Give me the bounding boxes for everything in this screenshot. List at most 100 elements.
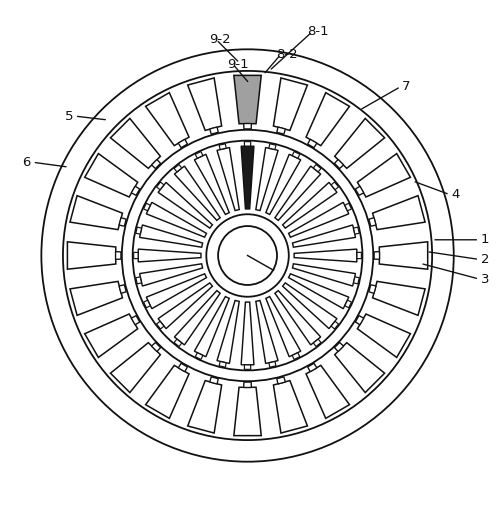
Polygon shape — [84, 314, 138, 357]
Polygon shape — [241, 302, 254, 365]
Polygon shape — [292, 152, 300, 158]
Polygon shape — [292, 353, 300, 359]
Polygon shape — [380, 242, 428, 269]
Text: 4: 4 — [452, 188, 460, 201]
Polygon shape — [194, 296, 229, 357]
Polygon shape — [294, 249, 357, 262]
Polygon shape — [174, 291, 220, 345]
Polygon shape — [269, 144, 276, 150]
Polygon shape — [219, 144, 226, 150]
Polygon shape — [256, 300, 278, 363]
Polygon shape — [345, 203, 352, 211]
Polygon shape — [275, 291, 320, 345]
Polygon shape — [308, 363, 317, 371]
Text: 8-1: 8-1 — [308, 25, 329, 38]
Polygon shape — [306, 92, 350, 146]
Polygon shape — [277, 127, 285, 134]
Polygon shape — [275, 166, 320, 220]
Polygon shape — [274, 78, 308, 130]
Polygon shape — [354, 277, 360, 284]
Polygon shape — [156, 321, 164, 329]
Polygon shape — [288, 274, 349, 309]
Polygon shape — [158, 182, 212, 228]
Polygon shape — [217, 148, 239, 211]
Polygon shape — [110, 119, 160, 168]
Polygon shape — [356, 186, 364, 195]
Polygon shape — [277, 377, 285, 384]
Text: 1: 1 — [481, 234, 490, 246]
Polygon shape — [70, 196, 122, 229]
Polygon shape — [70, 282, 122, 315]
Polygon shape — [234, 387, 261, 436]
Polygon shape — [146, 92, 189, 146]
Polygon shape — [219, 361, 226, 367]
Polygon shape — [138, 249, 201, 262]
Polygon shape — [234, 75, 261, 124]
Polygon shape — [146, 365, 189, 419]
Polygon shape — [188, 381, 222, 433]
Polygon shape — [132, 186, 140, 195]
Polygon shape — [119, 218, 126, 226]
Polygon shape — [308, 140, 317, 148]
Polygon shape — [156, 182, 164, 190]
Polygon shape — [146, 274, 206, 309]
Polygon shape — [292, 225, 356, 247]
Polygon shape — [110, 343, 160, 392]
Polygon shape — [314, 165, 321, 172]
Polygon shape — [372, 196, 425, 229]
Polygon shape — [331, 182, 338, 190]
Polygon shape — [116, 252, 121, 259]
Polygon shape — [369, 285, 376, 293]
Polygon shape — [282, 283, 337, 329]
Polygon shape — [140, 225, 202, 247]
Polygon shape — [217, 300, 239, 363]
Polygon shape — [331, 321, 338, 329]
Polygon shape — [136, 277, 141, 284]
Polygon shape — [357, 252, 362, 259]
Text: 5: 5 — [64, 109, 73, 123]
Polygon shape — [178, 363, 188, 371]
Polygon shape — [210, 127, 218, 134]
Polygon shape — [188, 78, 222, 130]
Polygon shape — [282, 182, 337, 228]
Polygon shape — [244, 124, 252, 129]
Polygon shape — [152, 342, 160, 352]
Polygon shape — [146, 202, 206, 237]
Polygon shape — [314, 339, 321, 346]
Polygon shape — [306, 365, 350, 419]
Polygon shape — [241, 146, 254, 209]
Text: 8-2: 8-2 — [276, 48, 297, 61]
Text: 7: 7 — [402, 80, 411, 93]
Polygon shape — [194, 154, 229, 215]
Text: 9-2: 9-2 — [209, 33, 231, 46]
Polygon shape — [358, 154, 410, 197]
Polygon shape — [84, 154, 138, 197]
Polygon shape — [244, 382, 252, 387]
Polygon shape — [174, 339, 182, 346]
Polygon shape — [174, 165, 182, 172]
Text: 6: 6 — [22, 156, 31, 169]
Polygon shape — [266, 296, 300, 357]
Polygon shape — [119, 285, 126, 293]
Polygon shape — [134, 252, 138, 259]
Polygon shape — [140, 264, 202, 286]
Polygon shape — [244, 365, 250, 369]
Text: 2: 2 — [481, 253, 490, 266]
Text: 9-1: 9-1 — [227, 58, 248, 71]
Polygon shape — [374, 252, 380, 259]
Polygon shape — [158, 283, 212, 329]
Polygon shape — [174, 166, 220, 220]
Polygon shape — [244, 142, 250, 146]
Polygon shape — [356, 316, 364, 325]
Polygon shape — [196, 152, 203, 158]
Polygon shape — [334, 119, 384, 168]
Polygon shape — [144, 203, 150, 211]
Polygon shape — [178, 140, 188, 148]
Polygon shape — [210, 377, 218, 384]
Polygon shape — [266, 154, 300, 215]
Polygon shape — [269, 361, 276, 367]
Polygon shape — [68, 242, 116, 269]
Polygon shape — [358, 314, 410, 357]
Polygon shape — [354, 227, 360, 234]
Polygon shape — [136, 227, 141, 234]
